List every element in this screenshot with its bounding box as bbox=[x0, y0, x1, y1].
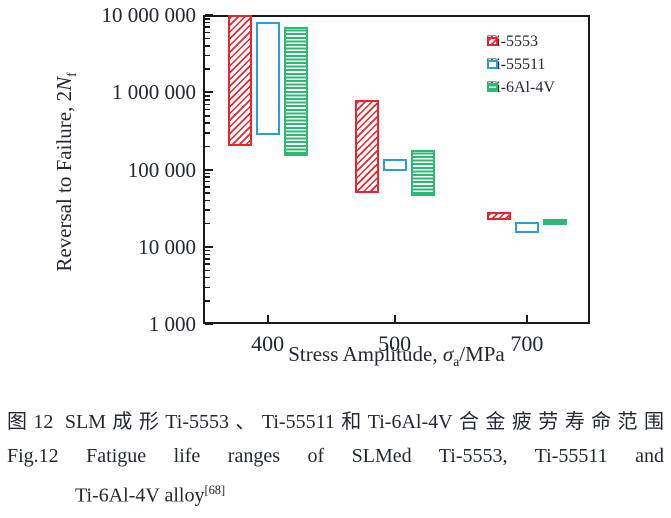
caption-chinese: 图12 SLM成形Ti-5553、Ti-55511和Ti-6Al-4V合金疲劳寿… bbox=[7, 411, 664, 433]
legend-swatch-ti-55511 bbox=[487, 60, 498, 69]
y-tick-label-1000: 1 000 bbox=[148, 312, 196, 336]
bar-ti-6al-4v-500mpa bbox=[410, 149, 435, 197]
x-tick bbox=[266, 315, 269, 322]
x-axis-title-text: Stress Amplitude, bbox=[288, 342, 443, 366]
fatigue-life-chart: Reversal to Failure, 2Nf Ti-5553 Ti-5551… bbox=[52, 3, 590, 370]
y-minor-tick bbox=[205, 45, 210, 47]
bar-ti-5553-500mpa bbox=[354, 99, 379, 193]
y-minor-tick bbox=[205, 54, 210, 57]
y-minor-tick bbox=[205, 18, 210, 20]
x-tick bbox=[525, 315, 528, 322]
legend-item-ti-5553: Ti-5553 bbox=[487, 30, 555, 53]
y-major-tick bbox=[205, 168, 213, 171]
y-major-tick bbox=[205, 323, 213, 325]
legend: Ti-5553 Ti-55511 Ti-6Al-4V bbox=[487, 30, 555, 99]
x-axis-title-sigma: σ bbox=[442, 342, 454, 366]
x-axis-title-subscript: a bbox=[453, 354, 460, 370]
bar-ti-55511-700mpa bbox=[514, 221, 539, 234]
y-minor-tick bbox=[205, 172, 210, 175]
y-minor-tick bbox=[205, 249, 210, 252]
caption-english-line2: Ti-6Al-4V alloy[68] bbox=[75, 476, 664, 510]
legend-label-ti-6al-4v: Ti-6Al-4V bbox=[487, 78, 555, 96]
y-tick-label-10000000: 10 000 000 bbox=[101, 3, 197, 27]
y-tick-label-1000000: 1 000 000 bbox=[112, 80, 196, 105]
y-minor-tick bbox=[205, 132, 210, 134]
y-minor-tick bbox=[205, 122, 210, 124]
y-minor-tick bbox=[205, 37, 210, 40]
x-tick-label-700: 700 bbox=[510, 331, 544, 356]
y-minor-tick bbox=[205, 95, 210, 97]
legend-swatch-ti-6al-4v bbox=[487, 83, 498, 92]
bar-ti-6al-4v-400mpa bbox=[283, 26, 308, 156]
caption-english-line1: Fig.12 Fatigue life ranges of SLMed Ti-5… bbox=[7, 445, 664, 467]
y-minor-tick bbox=[205, 269, 210, 271]
caption-reference-superscript: [68] bbox=[204, 483, 226, 497]
y-minor-tick bbox=[205, 253, 210, 256]
x-tick-label-500: 500 bbox=[378, 331, 412, 356]
legend-item-ti-6al-4v: Ti-6Al-4V bbox=[487, 76, 555, 99]
y-minor-tick bbox=[205, 26, 210, 28]
y-minor-tick bbox=[205, 68, 210, 70]
caption-english-line2-text: Ti-6Al-4V alloy bbox=[75, 484, 205, 507]
y-minor-tick bbox=[205, 31, 210, 34]
y-minor-tick bbox=[205, 115, 210, 117]
x-tick bbox=[393, 315, 396, 322]
y-minor-tick bbox=[205, 176, 210, 178]
bar-ti-6al-4v-700mpa bbox=[542, 218, 567, 226]
y-tick-label-100000: 100 000 bbox=[127, 157, 196, 182]
legend-label-ti-5553: Ti-5553 bbox=[487, 32, 538, 50]
y-minor-tick bbox=[205, 192, 210, 194]
y-minor-tick bbox=[205, 180, 210, 183]
y-minor-tick bbox=[205, 199, 210, 202]
y-minor-tick bbox=[205, 222, 210, 225]
bar-ti-5553-400mpa bbox=[227, 15, 252, 147]
y-minor-tick bbox=[205, 145, 210, 148]
legend-swatch-ti-5553 bbox=[487, 37, 498, 46]
y-minor-tick bbox=[205, 209, 210, 211]
y-major-tick bbox=[205, 245, 213, 248]
y-minor-tick bbox=[205, 263, 210, 265]
y-minor-tick bbox=[205, 276, 210, 279]
y-minor-tick bbox=[205, 99, 210, 101]
y-minor-tick bbox=[205, 286, 210, 289]
y-minor-tick bbox=[205, 300, 210, 302]
y-major-tick bbox=[205, 14, 213, 16]
x-axis-title-unit: /MPa bbox=[459, 342, 505, 366]
y-tick-label-10000: 10 000 bbox=[138, 234, 196, 259]
bar-ti-55511-400mpa bbox=[255, 22, 280, 135]
figure-captions: 图12 SLM成形Ti-5553、Ti-55511和Ti-6Al-4V合金疲劳寿… bbox=[0, 404, 671, 510]
y-minor-tick bbox=[205, 21, 210, 24]
legend-label-ti-55511: Ti-55511 bbox=[487, 55, 546, 73]
bar-ti-55511-500mpa bbox=[382, 159, 407, 172]
y-minor-tick bbox=[205, 103, 210, 106]
x-tick-label-400: 400 bbox=[251, 331, 285, 356]
y-axis-title-subscript: f bbox=[64, 72, 80, 77]
y-major-tick bbox=[205, 91, 213, 94]
y-minor-tick bbox=[205, 186, 210, 188]
bar-ti-5553-700mpa bbox=[486, 212, 511, 221]
legend-item-ti-55511: Ti-55511 bbox=[487, 53, 555, 76]
y-minor-tick bbox=[205, 108, 210, 111]
y-minor-tick bbox=[205, 258, 210, 260]
x-axis-title: Stress Amplitude, σa/MPa bbox=[203, 342, 590, 370]
